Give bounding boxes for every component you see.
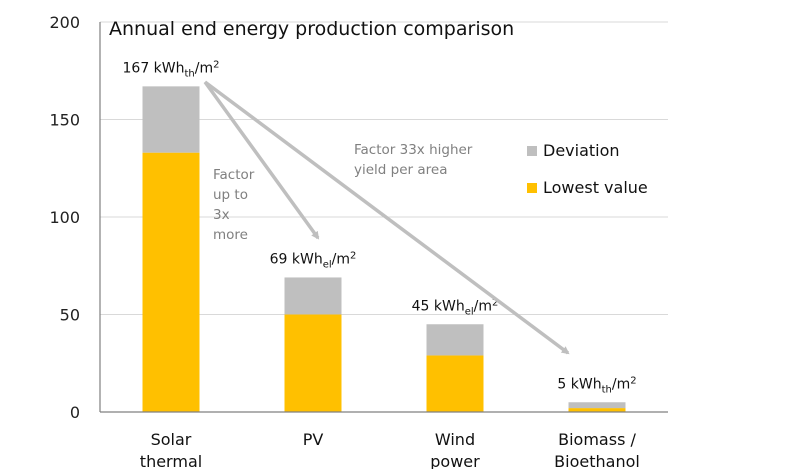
bar-lowest-value <box>284 314 342 412</box>
y-tick-label: 0 <box>70 403 80 422</box>
x-tick-label: Bioethanol <box>554 452 640 469</box>
data-label: 167 kWhth/m2 <box>123 59 220 79</box>
arrow-to-biomass <box>203 80 570 355</box>
x-tick-label: power <box>430 452 480 469</box>
annotation-text: Factor <box>213 167 255 183</box>
annotation-text: yield per area <box>354 162 447 178</box>
data-label: 5 kWhth/m2 <box>557 375 636 395</box>
legend-swatch <box>527 146 537 156</box>
arrow-to-pv <box>203 80 320 240</box>
y-tick-label: 200 <box>49 13 80 32</box>
legend-label: Lowest value <box>543 178 648 197</box>
x-tick-label: PV <box>303 430 324 449</box>
bar-lowest-value <box>142 152 200 412</box>
legend-swatch <box>527 183 537 193</box>
chart-title: Annual end energy production comparison <box>109 18 514 40</box>
data-label: 69 kWhel/m2 <box>270 250 357 270</box>
x-tick-label: Solar <box>151 430 192 449</box>
y-tick-label: 100 <box>49 208 80 227</box>
bar-lowest-value <box>568 408 626 412</box>
annotation-text: Factor 33x higher <box>354 142 473 158</box>
bar-lowest-value <box>426 355 484 412</box>
data-label: 45 kWhel/m2 <box>412 297 499 317</box>
legend-label: Deviation <box>543 141 620 160</box>
annotation-text: up to <box>213 187 248 203</box>
y-tick-label: 50 <box>60 306 80 325</box>
bar-deviation <box>426 324 484 356</box>
bar-deviation <box>284 277 342 315</box>
x-tick-label: Wind <box>435 430 475 449</box>
bar-deviation <box>142 86 200 153</box>
annotation-text: 3x <box>213 207 230 223</box>
x-tick-label: Biomass / <box>558 430 636 449</box>
y-tick-label: 150 <box>49 111 80 130</box>
x-tick-label: thermal <box>140 452 202 469</box>
bar-deviation <box>568 402 626 409</box>
annotation-text: more <box>213 227 248 243</box>
